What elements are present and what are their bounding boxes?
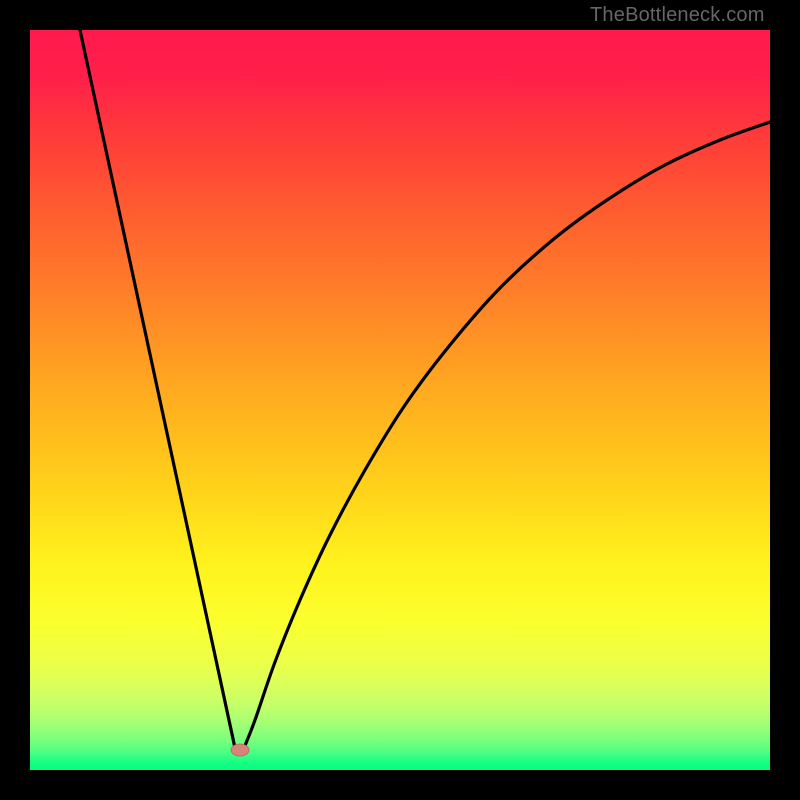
plot-area bbox=[30, 30, 770, 770]
optimal-point-marker bbox=[231, 744, 249, 756]
chart-svg bbox=[30, 30, 770, 770]
watermark-text: TheBottleneck.com bbox=[590, 4, 765, 27]
chart-background bbox=[30, 30, 770, 770]
